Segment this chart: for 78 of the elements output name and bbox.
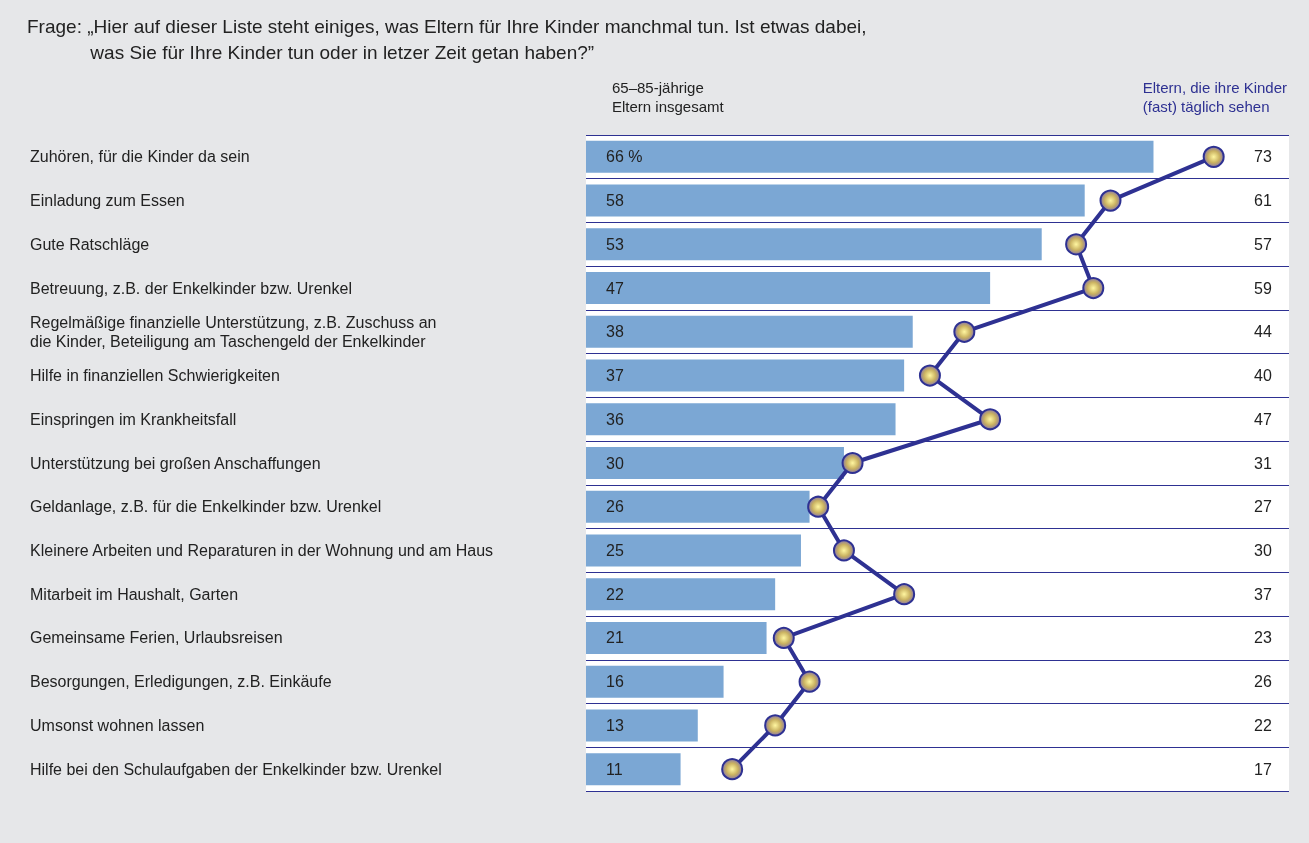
bar — [586, 753, 681, 786]
point — [979, 408, 1002, 431]
bar — [586, 272, 991, 305]
y-tick-label: Mitarbeit im Haushalt, Garten — [30, 585, 239, 603]
bar — [586, 665, 724, 698]
data-label: 30 — [606, 454, 624, 472]
data-label: 26 — [1254, 673, 1272, 691]
point — [841, 452, 864, 474]
y-tick-label: Regelmäßige finanzielle Unterstützung, z.B. Zuschuss an die Kinder, Beteiligung am Taschengeld der Enkelkinder — [30, 313, 437, 350]
y-tick-label: Einladung zum Essen — [30, 192, 185, 210]
y-tick-label: Unterstützung bei großen Anschaffungen — [30, 454, 321, 472]
point — [1082, 277, 1105, 300]
data-label: 57 — [1254, 235, 1272, 253]
y-tick-label: Geldanlage, z.B. für die Enkelkinder bzw. Urenkel — [30, 498, 382, 516]
y-tick-label: Betreuung, z.B. der Enkelkinder bzw. Urenkel — [30, 279, 352, 297]
series-label: 65–85-jährige Eltern insgesamt — [612, 79, 725, 115]
data-label: 30 — [1254, 541, 1272, 559]
data-label: 36 — [606, 410, 624, 428]
data-label: 13 — [606, 716, 624, 734]
y-tick-label: Besorgungen, Erledigungen, z.B. Einkäufe — [30, 673, 332, 691]
data-label: 59 — [1254, 279, 1272, 297]
bar — [586, 534, 801, 567]
point — [832, 539, 855, 562]
data-label: 66 % — [606, 148, 643, 166]
y-tick-label: Hilfe bei den Schulaufgaben der Enkelkinder bzw. Urenkel — [30, 760, 442, 778]
y-tick-label: Umsonst wohnen lassen — [30, 716, 205, 734]
data-label: 27 — [1254, 498, 1272, 516]
data-label: 37 — [1254, 585, 1272, 603]
point — [772, 626, 795, 649]
data-label: 16 — [606, 673, 624, 691]
point — [953, 320, 976, 343]
point — [798, 670, 821, 693]
data-label: 53 — [606, 235, 624, 253]
data-label: 37 — [606, 367, 624, 385]
data-label: 38 — [606, 323, 624, 341]
data-label: 73 — [1254, 148, 1272, 166]
y-tick-label: Gute Ratschläge — [30, 235, 150, 253]
bar — [586, 403, 896, 436]
data-label: 23 — [1254, 629, 1272, 647]
bar — [586, 709, 698, 742]
y-tick-label: Hilfe in finanziellen Schwierigkeiten — [30, 367, 280, 385]
chart-title: Frage: „Hier auf dieser Liste steht einiges, was Eltern für Ihre Kinder manchmal tun. Ist etwas dabei, was Sie für Ihre Kinder tun oder in letzer Zeit getan haben?” — [27, 15, 867, 63]
data-label: 22 — [606, 585, 624, 603]
bar — [586, 621, 767, 654]
bar — [586, 578, 776, 611]
data-label: 21 — [606, 629, 624, 647]
point — [918, 364, 941, 387]
bar — [586, 490, 810, 523]
point — [1099, 189, 1122, 212]
data-label: 58 — [606, 192, 624, 210]
data-label: 61 — [1254, 192, 1272, 210]
bar — [586, 184, 1085, 217]
data-label: 26 — [606, 498, 624, 516]
point — [1202, 145, 1225, 168]
data-label: 31 — [1254, 454, 1272, 472]
bar — [586, 447, 844, 479]
text: Eltern, die ihre Kinder (fast) täglich sehen — [1142, 79, 1288, 115]
data-label: 22 — [1254, 716, 1272, 734]
bar — [586, 315, 913, 348]
y-tick-label: Zuhören, für die Kinder da sein — [30, 148, 250, 166]
point — [764, 714, 787, 737]
y-tick-label: Kleinere Arbeiten und Reparaturen in der Wohnung und am Haus — [30, 541, 494, 559]
data-label: 47 — [1254, 410, 1272, 428]
bar — [586, 140, 1154, 173]
data-label: 17 — [1254, 760, 1272, 778]
data-label: 25 — [606, 541, 624, 559]
y-tick-label: Gemeinsame Ferien, Urlaubsreisen — [30, 629, 283, 647]
data-label: 11 — [606, 760, 623, 778]
point — [893, 583, 916, 606]
point — [807, 495, 830, 518]
bar — [586, 359, 905, 392]
data-label: 47 — [606, 279, 624, 297]
point — [721, 758, 744, 781]
point — [1065, 233, 1088, 256]
data-label: 44 — [1254, 323, 1272, 341]
data-label: 40 — [1254, 367, 1272, 385]
y-tick-label: Einspringen im Krankheitsfall — [30, 410, 237, 428]
bar — [586, 228, 1042, 261]
